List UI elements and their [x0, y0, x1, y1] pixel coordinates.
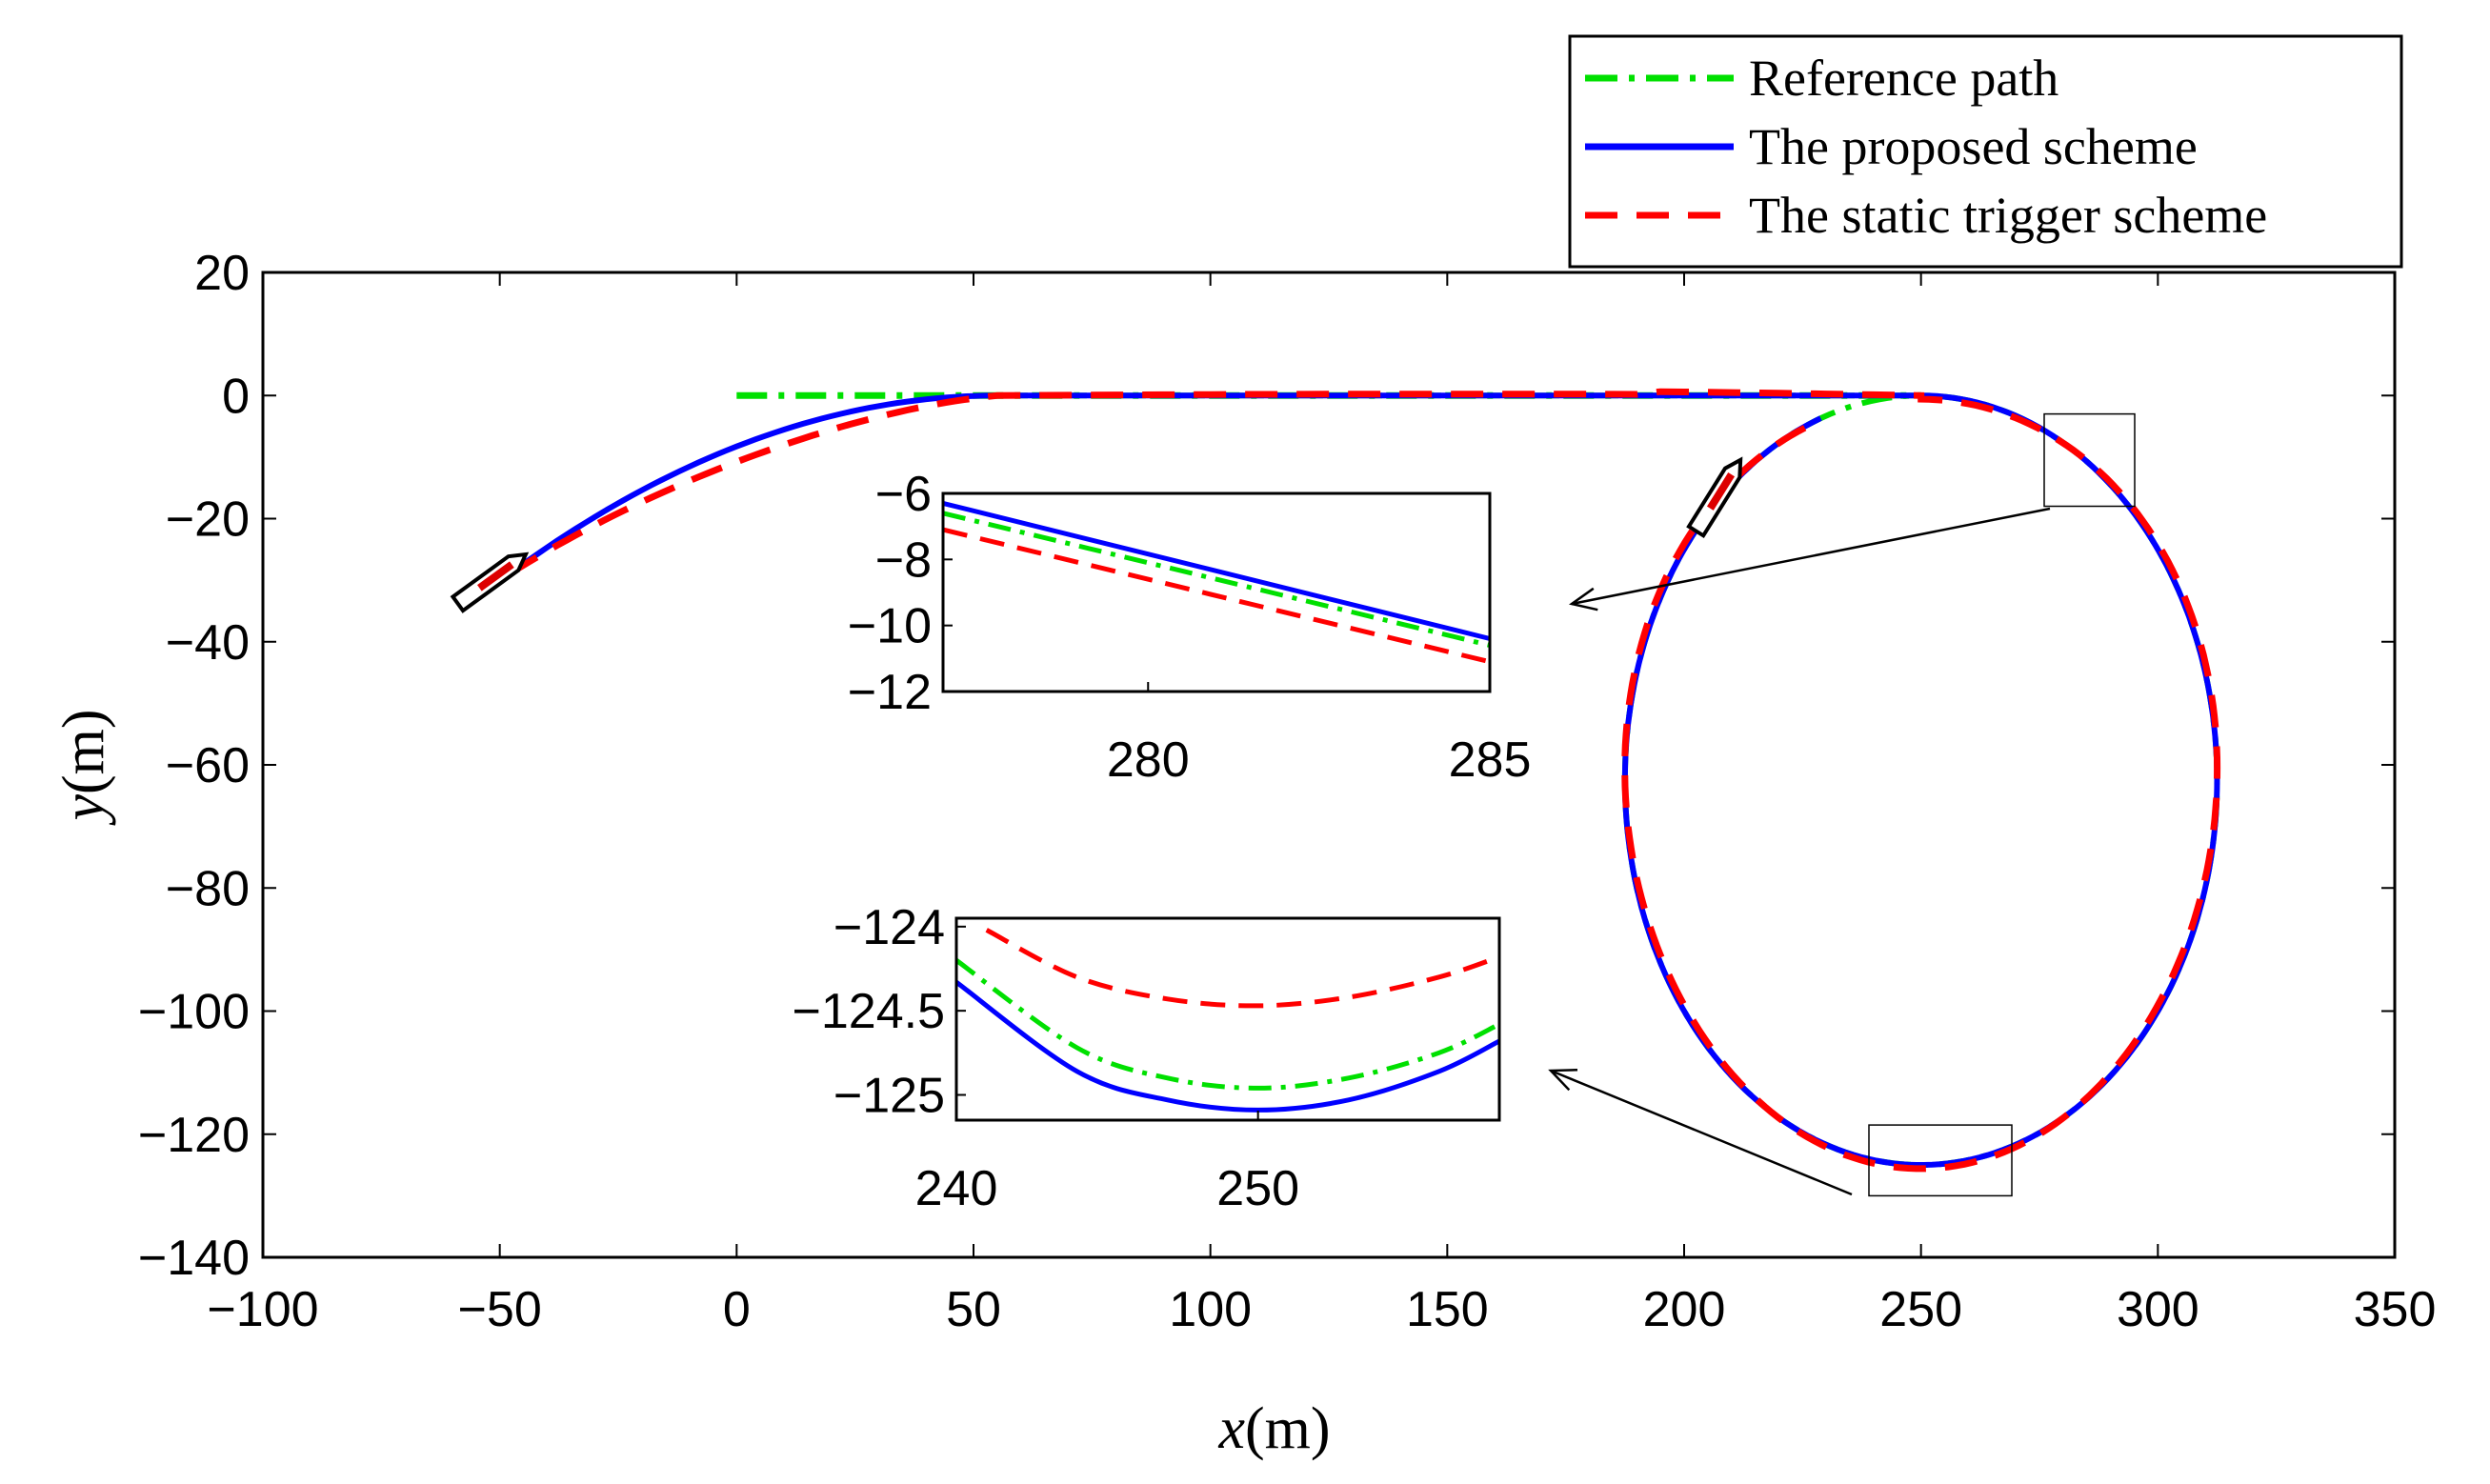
zoom-1-y-tick-label: −6 [875, 467, 932, 522]
x-tick-label: −100 [207, 1282, 318, 1337]
zoom-1-arrow-shaft [1571, 507, 2051, 606]
y-tick-label: 20 [194, 246, 250, 301]
x-tick-label: 350 [2354, 1282, 2437, 1337]
zoom-1-x-tick-label: 280 [1107, 732, 1190, 788]
zoom-2-inset: 240 250 −124 −124.5 −125 [793, 900, 1501, 1216]
zoom-1-y-tick-label: −12 [848, 665, 932, 720]
y-tick-label: −100 [138, 985, 250, 1040]
legend-items: Reference path The proposed scheme The sta… [1585, 50, 2267, 244]
main-line-the-static-trigger-scheme [507, 388, 2221, 1173]
main-y-ticks: 20 0 −20 −40 −60 −80 −100 −120 −140 [138, 246, 2395, 1286]
zoom-2-arrow-head [1548, 1068, 1578, 1092]
zoom-insets: 280 285 −6 −8 −10 −12 240 250 −124 −124.5 −125 [793, 467, 1532, 1216]
x-axis-label: x(m) [1217, 1396, 1330, 1461]
zoom-1-arrow [1568, 507, 2051, 612]
x-tick-label: −50 [458, 1282, 542, 1337]
zoom-2-line-reference-path [954, 958, 1501, 1091]
ship-start [450, 551, 530, 613]
x-tick-label: 150 [1406, 1282, 1489, 1337]
main-series-lines [507, 388, 2221, 1173]
y-tick-label: −140 [138, 1231, 250, 1286]
legend-label-the-static-trigger-scheme: The static trigger scheme [1749, 187, 2267, 244]
y-tick-label: −120 [138, 1108, 250, 1163]
x-axis-var: x [1217, 1396, 1245, 1461]
y-tick-label: −80 [166, 861, 250, 916]
zoom-1-line-reference-path [942, 511, 1491, 648]
y-axis-label: y(m) [51, 709, 116, 826]
x-axis-unit: (m) [1245, 1396, 1331, 1461]
ship-start-deck [477, 561, 514, 592]
zoom-2-line-the-static-trigger-scheme [985, 928, 1500, 1009]
zoom-1-line-the-proposed-scheme [942, 500, 1491, 641]
y-axis-unit: (m) [51, 709, 116, 794]
legend-label-reference-path: Reference path [1749, 50, 2058, 107]
zoom-2-y-tick-label: −125 [833, 1069, 945, 1124]
y-tick-label: −20 [166, 492, 250, 548]
x-tick-label: 50 [946, 1282, 1001, 1337]
zoom-2-line-the-proposed-scheme [954, 980, 1501, 1113]
zoom-1-inset: 280 285 −6 −8 −10 −12 [848, 467, 1532, 788]
zoom-2-arrow [1548, 1068, 1853, 1196]
x-tick-label: 0 [723, 1282, 751, 1337]
main-plot: −100 −50 0 50 100 150 200 250 300 350 200−20−40−6… [138, 246, 2437, 1337]
x-tick-label: 300 [2117, 1282, 2199, 1337]
zoom-2-region-box [1868, 1124, 2013, 1197]
zoom-2-background [956, 918, 1499, 1120]
x-tick-label: 250 [1879, 1282, 1962, 1337]
legend-label-the-proposed-scheme: The proposed scheme [1749, 118, 2198, 175]
zoom-1-x-tick-label: 285 [1449, 732, 1532, 788]
zoom-2-arrow-shaft [1550, 1069, 1853, 1196]
y-axis-var: y [51, 794, 116, 827]
y-tick-label: −40 [166, 615, 250, 671]
legend-box [1568, 34, 2403, 269]
ship-current-deck [1706, 472, 1736, 511]
zoom-1-frame [941, 491, 1492, 693]
zoom-2-frame [954, 916, 1501, 1122]
ship-markers [450, 456, 1743, 613]
x-tick-label: 200 [1643, 1282, 1726, 1337]
zoom-region-boxes [1868, 412, 2136, 1197]
x-tick-label: 100 [1169, 1282, 1252, 1337]
zoom-arrows [1548, 507, 2051, 1196]
ship-current [1686, 456, 1743, 539]
zoom-1-arrow-head [1568, 587, 1598, 612]
zoom-1-y-tick-label: −10 [848, 599, 932, 654]
zoom-2-x-tick-label: 250 [1216, 1161, 1299, 1216]
y-tick-label: −60 [166, 738, 250, 793]
zoom-1-y-tick-label: −8 [875, 532, 932, 588]
zoom-2-y-tick-label: −124.5 [793, 984, 946, 1039]
zoom-2-x-tick-label: 240 [915, 1161, 998, 1216]
zoom-1-line-the-static-trigger-scheme [942, 527, 1491, 665]
legend: Reference path The proposed scheme The sta… [1568, 34, 2403, 269]
zoom-2-y-tick-label: −124 [833, 900, 945, 955]
zoom-1-region-box [2043, 412, 2136, 508]
y-tick-label: 0 [222, 369, 250, 424]
main-x-ticks: −100 −50 0 50 100 150 200 250 300 350 [207, 272, 2436, 1337]
